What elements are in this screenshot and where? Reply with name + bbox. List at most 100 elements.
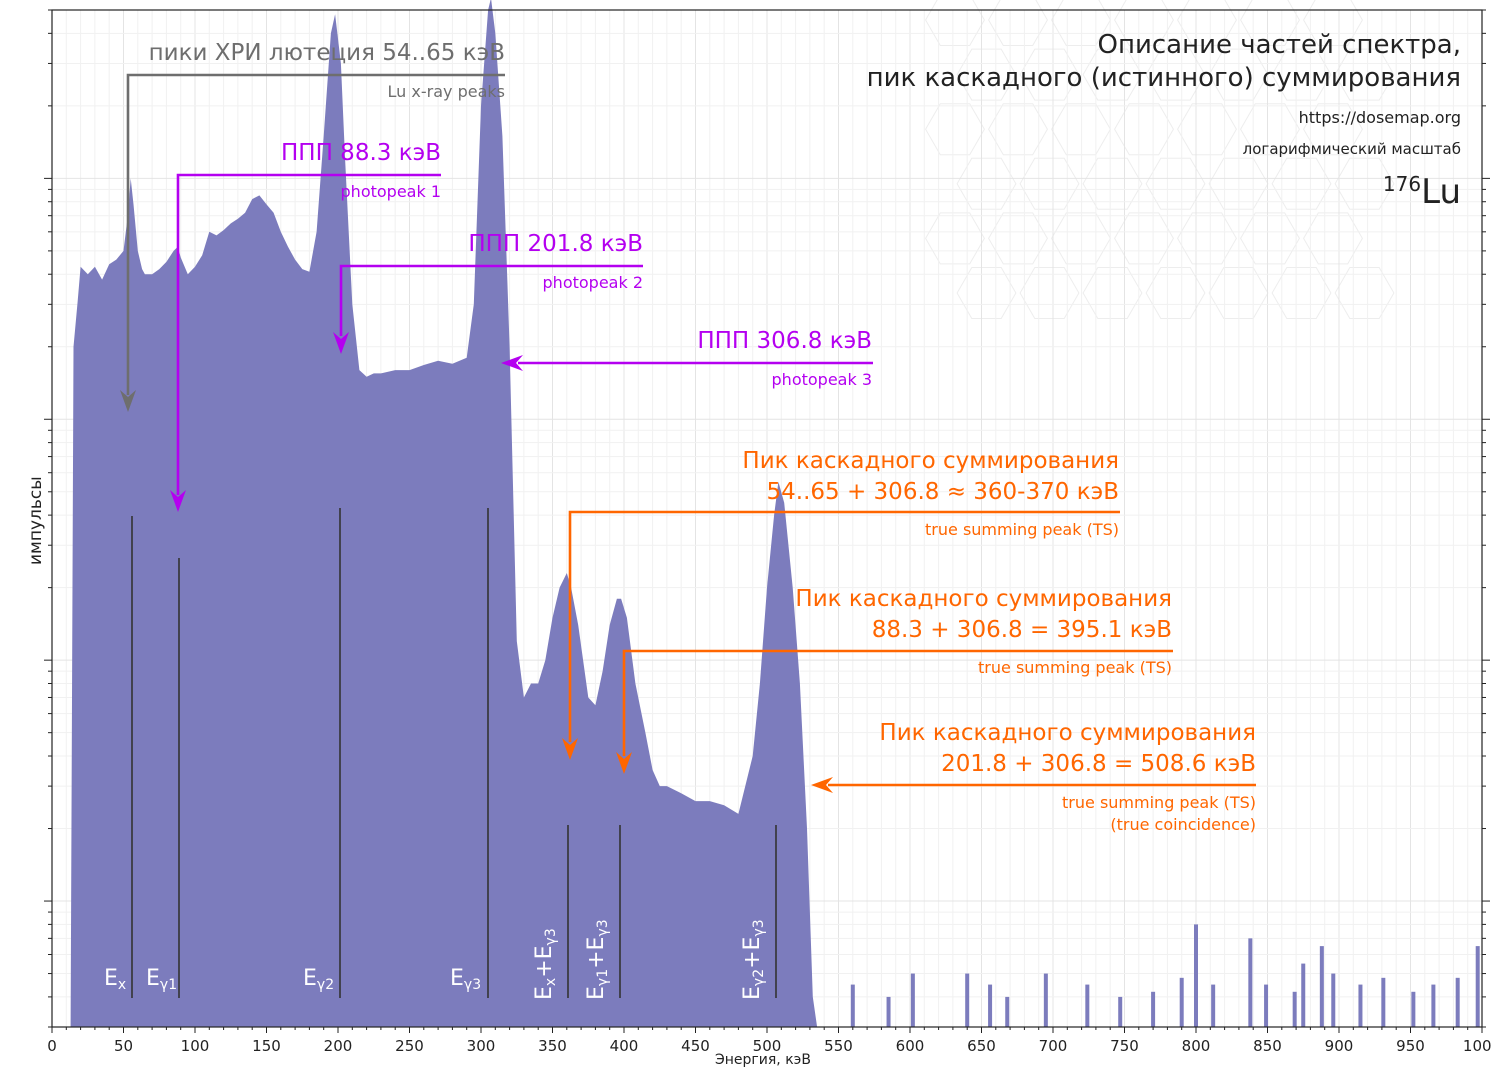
xray-arrow-line <box>126 73 505 395</box>
ts3-subtitle-2: (true coincidence) <box>1110 815 1256 834</box>
noise-spike <box>910 973 915 1027</box>
hexagon <box>1177 0 1237 46</box>
hexagon <box>1082 48 1143 101</box>
noise-spike <box>1411 991 1416 1027</box>
noise-spike <box>1292 991 1297 1027</box>
xray-subtitle: Lu x-ray peaks <box>387 82 505 101</box>
peak-label: Eγ1 <box>146 966 177 993</box>
peak-marker-lines <box>131 508 777 998</box>
hexagon <box>956 267 1017 319</box>
noise-spike <box>1381 977 1386 1027</box>
noise-spike <box>1118 996 1123 1027</box>
isotope-label: 176Lu <box>1383 172 1461 212</box>
peak-label-sub: γ3 <box>595 919 611 937</box>
scale-note: логарифмический масштаб <box>1242 140 1461 158</box>
ts2-line1: Пик каскадного суммирования <box>795 586 1172 612</box>
hexagon <box>988 103 1048 156</box>
hexagon <box>1082 157 1143 210</box>
noise-spike <box>1331 973 1336 1027</box>
peak-label-sub: γ3 <box>751 919 767 937</box>
x-axis-label: Энергия, кэВ <box>715 1052 811 1068</box>
noise-spike <box>1455 977 1460 1027</box>
hexagon <box>1303 212 1363 265</box>
noise-spike <box>850 984 855 1027</box>
noise-spike <box>886 996 891 1027</box>
ts1-subtitle: true summing peak (TS) <box>925 520 1119 539</box>
noise-spike <box>1431 984 1436 1027</box>
photopeak2-arrow-line <box>339 264 643 336</box>
x-tick-label: 800 <box>1182 1037 1211 1055</box>
peak-label-base: E <box>584 986 609 1000</box>
hexagon <box>988 212 1048 265</box>
peak-label: Eγ2 <box>303 966 334 993</box>
title-line-1: Описание частей спектра, <box>1097 30 1461 60</box>
peak-label-base: E <box>104 966 118 991</box>
ts3-line1: Пик каскадного суммирования <box>879 720 1256 746</box>
isotope-mass: 176 <box>1382 172 1422 196</box>
ts3-subtitle: true summing peak (TS) <box>1062 793 1256 812</box>
arrow-head <box>811 777 833 793</box>
noise-spike <box>965 973 970 1027</box>
x-tick-label: 1000 <box>1463 1037 1491 1055</box>
peak-label: Eγ3 <box>450 966 481 993</box>
noise-spike <box>1194 924 1198 1027</box>
noise-spikes <box>850 924 1480 1027</box>
hexagon <box>1114 103 1174 156</box>
photopeak1-subtitle: photopeak 1 <box>340 182 441 201</box>
hexagon <box>1303 0 1363 46</box>
noise-spike <box>1358 984 1363 1027</box>
x-tick-label: 550 <box>824 1037 853 1055</box>
x-tick-label: 350 <box>538 1037 567 1055</box>
arrow-head <box>170 490 186 512</box>
x-tick-label: 900 <box>1325 1037 1354 1055</box>
peak-label-base: E <box>450 966 464 991</box>
noise-spike <box>1179 977 1184 1027</box>
noise-spike <box>1211 984 1216 1027</box>
axis-ticks: 0 50 100 150 200 250 300 350 400 450 500 550 600 650 7… <box>44 9 1491 1055</box>
noise-spike <box>1248 938 1253 1027</box>
hexagon <box>1114 0 1174 46</box>
peak-label: Ex+Eγ3 <box>532 928 559 1000</box>
arrow-head <box>616 752 632 774</box>
ts2-arrow-line <box>622 649 1173 756</box>
hexagon <box>1240 212 1300 265</box>
peak-label-sub: γ1 <box>595 968 611 987</box>
hexagon <box>1145 48 1206 101</box>
hexagon <box>1019 267 1080 319</box>
peak-label-base: +E <box>740 936 765 969</box>
ts1-line1: Пик каскадного суммирования <box>742 448 1119 474</box>
peak-label-sub: γ2 <box>751 968 767 987</box>
ts1-line2: 54..65 + 306.8 ≈ 360-370 кэВ <box>766 479 1120 505</box>
noise-spike <box>1005 996 1010 1027</box>
x-tick-label: 50 <box>114 1037 133 1055</box>
arrow-head <box>333 332 349 354</box>
title-line-2: пик каскадного (истинного) суммирования <box>866 63 1461 93</box>
ts3-line2: 201.8 + 306.8 = 508.6 кэВ <box>941 751 1256 777</box>
x-tick-label: 950 <box>1396 1037 1425 1055</box>
hexagon <box>1334 267 1395 319</box>
noise-spike <box>1085 984 1090 1027</box>
x-tick-label: 750 <box>1110 1037 1139 1055</box>
hexagon <box>1240 0 1300 46</box>
x-tick-label: 700 <box>1039 1037 1068 1055</box>
hexagon <box>1271 157 1332 210</box>
hexagon <box>956 48 1017 101</box>
x-tick-label: 400 <box>610 1037 639 1055</box>
peak-label: Eγ1+Eγ3 <box>584 919 611 1000</box>
x-tick-label: 600 <box>896 1037 925 1055</box>
photopeak1-title: ППП 88.3 кэВ <box>280 140 441 166</box>
peak-label: Ex <box>104 966 126 993</box>
peak-label-sub: x <box>543 977 559 987</box>
hexagon <box>1271 48 1332 101</box>
peak-label-sub: x <box>117 977 127 993</box>
hexagon <box>1334 157 1395 210</box>
ts2-line2: 88.3 + 306.8 = 395.1 кэВ <box>871 617 1172 643</box>
annotation-arrows <box>120 73 1256 793</box>
x-tick-label: 450 <box>681 1037 710 1055</box>
photopeak3-title: ППП 306.8 кэВ <box>697 328 872 354</box>
ts1-arrow-line <box>568 510 1120 742</box>
ts2-subtitle: true summing peak (TS) <box>978 658 1172 677</box>
hexagon <box>988 0 1048 46</box>
url-text: https://dosemap.org <box>1298 108 1461 127</box>
